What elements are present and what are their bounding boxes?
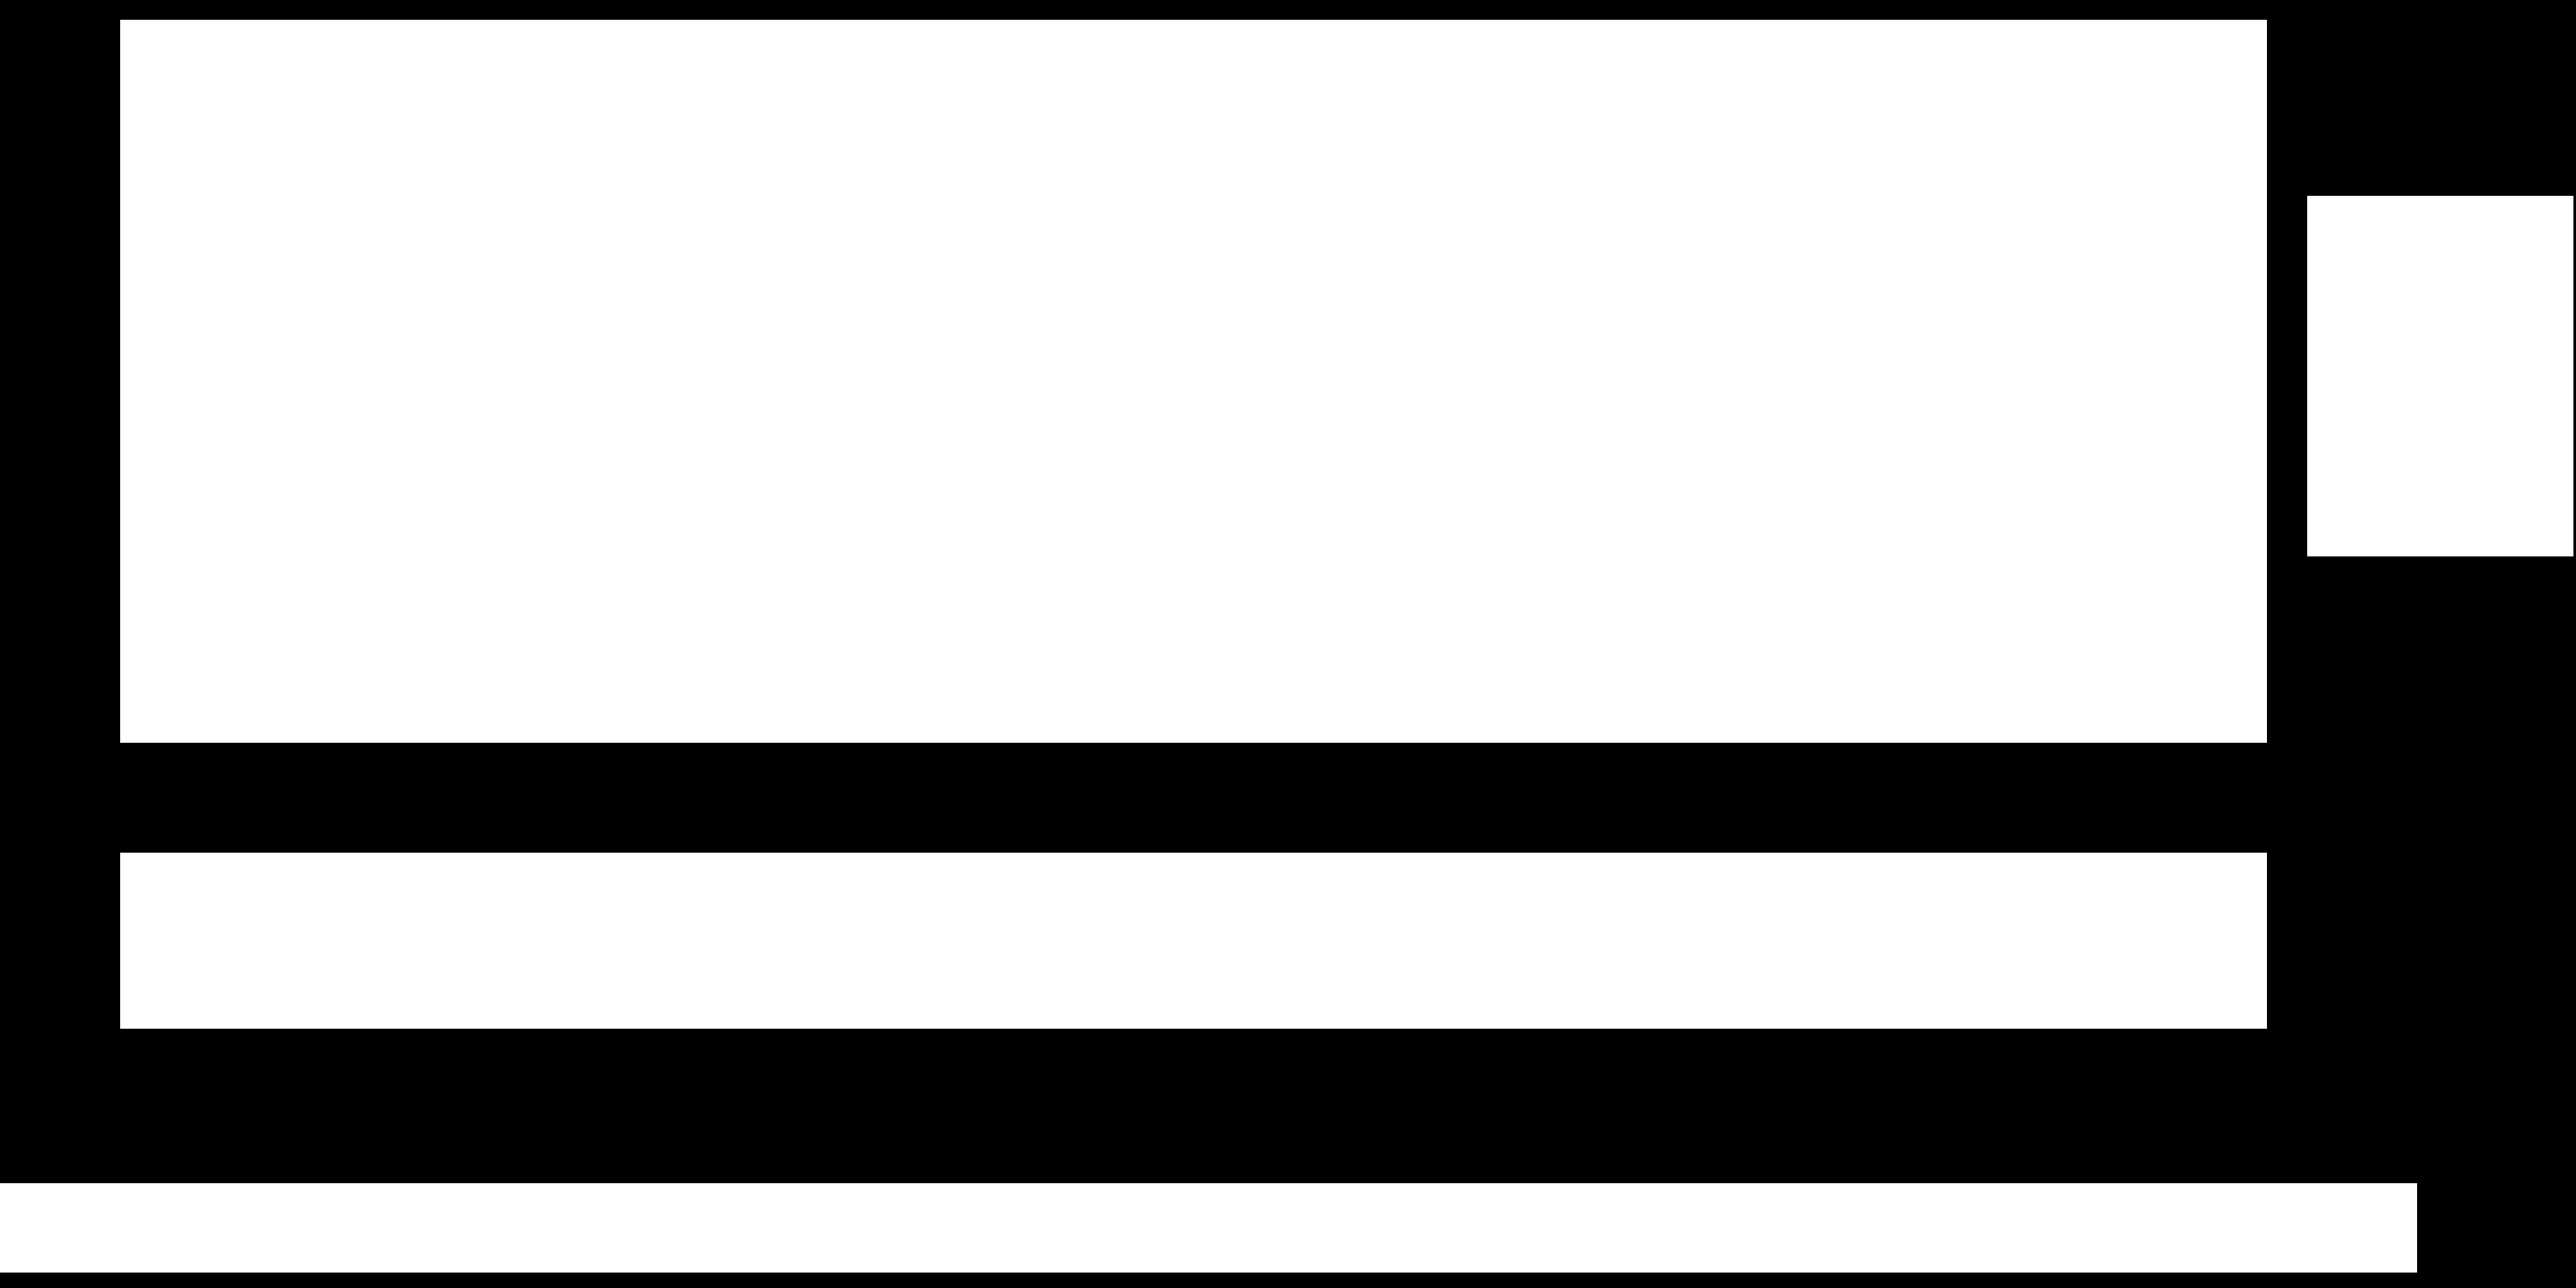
legend-missing-codes [0, 1183, 2417, 1273]
legend-months [2307, 196, 2573, 556]
top-chart-x-labels [120, 757, 2267, 848]
top-chart-bars [120, 56, 2267, 713]
top-chart-panel [120, 20, 2267, 743]
bottom-chart-x-labels [120, 1041, 2267, 1131]
bottom-chart-bars [120, 860, 2267, 1019]
bottom-chart-panel [120, 853, 2267, 1029]
